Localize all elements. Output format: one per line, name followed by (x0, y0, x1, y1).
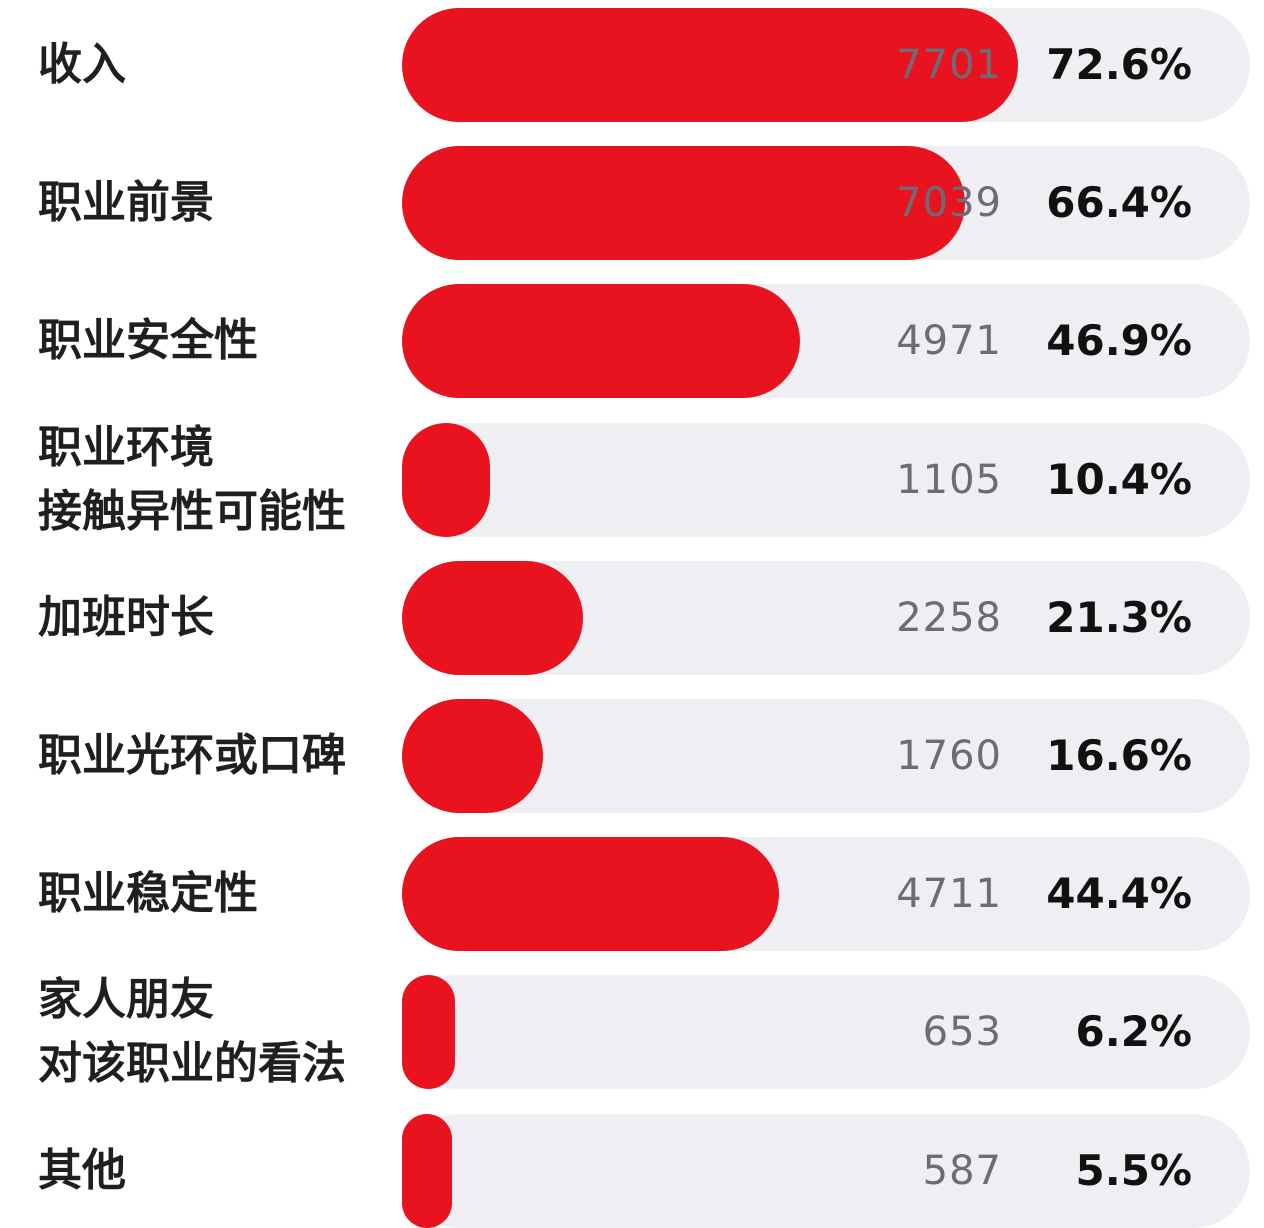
bar-row: 收入 7701 72.6% (0, 8, 1264, 122)
bar-fill (402, 8, 1018, 122)
category-label: 职业环境接触异性可能性 (38, 422, 388, 537)
category-label-line: 对该职业的看法 (38, 1038, 346, 1090)
count-label: 4971 (896, 318, 1002, 365)
count-label: 1105 (896, 456, 1002, 503)
category-label-line: 职业前景 (38, 177, 214, 229)
category-label-line: 接触异性可能性 (38, 485, 346, 537)
bar-row: 职业安全性 4971 46.9% (0, 284, 1264, 399)
category-label-line: 家人朋友 (38, 974, 214, 1026)
category-label-line: 职业光环或口碑 (38, 730, 346, 781)
bar-fill (402, 837, 779, 952)
bar-track (402, 699, 1250, 813)
category-label-line: 加班时长 (38, 591, 214, 643)
category-label: 职业安全性 (38, 284, 388, 398)
count-label: 4711 (896, 871, 1002, 918)
category-label: 其他 (38, 1114, 388, 1228)
bar-row: 职业稳定性 4711 44.4% (0, 837, 1264, 952)
category-label: 加班时长 (38, 561, 388, 675)
bar-fill (402, 146, 966, 261)
percent-label: 66.4% (1046, 178, 1192, 228)
percent-label: 21.3% (1046, 592, 1192, 642)
percent-label: 6.2% (1075, 1007, 1192, 1057)
bar-row: 职业环境接触异性可能性 1105 10.4% (0, 422, 1264, 537)
category-label-line: 职业环境 (38, 421, 214, 473)
category-label: 收入 (38, 8, 388, 122)
bar-row: 职业光环或口碑 1760 16.6% (0, 699, 1264, 813)
category-label: 职业前景 (38, 146, 388, 260)
percent-label: 5.5% (1075, 1145, 1192, 1195)
bar-row: 家人朋友对该职业的看法 653 6.2% (0, 974, 1264, 1090)
category-label: 职业稳定性 (38, 837, 388, 951)
category-label-line: 收入 (38, 39, 126, 90)
bar-fill (402, 422, 491, 537)
count-label: 1760 (896, 733, 1002, 779)
count-label: 587 (922, 1147, 1002, 1194)
percent-label: 72.6% (1046, 40, 1192, 89)
percent-label: 46.9% (1046, 316, 1192, 366)
bar-fill (402, 699, 543, 813)
category-label: 家人朋友对该职业的看法 (38, 974, 388, 1089)
bar-fill (402, 284, 800, 399)
percent-label: 16.6% (1046, 731, 1192, 780)
category-label-line: 职业安全性 (38, 315, 258, 367)
bar-row: 其他 587 5.5% (0, 1113, 1264, 1228)
count-label: 7701 (896, 42, 1002, 88)
bar-track (402, 975, 1250, 1090)
category-label: 职业光环或口碑 (38, 699, 388, 813)
bar-fill (402, 975, 455, 1090)
percent-label: 10.4% (1046, 454, 1192, 504)
bar-row: 职业前景 7039 66.4% (0, 146, 1264, 261)
bar-fill (402, 1113, 452, 1228)
count-label: 7039 (896, 180, 1002, 227)
bar-track (402, 422, 1250, 537)
bar-row: 加班时长 2258 21.3% (0, 560, 1264, 675)
count-label: 653 (922, 1009, 1002, 1056)
category-label-line: 职业稳定性 (38, 868, 258, 920)
category-label-line: 其他 (38, 1144, 126, 1196)
count-label: 2258 (896, 594, 1002, 641)
bar-fill (402, 560, 583, 675)
percent-label: 44.4% (1046, 869, 1192, 919)
